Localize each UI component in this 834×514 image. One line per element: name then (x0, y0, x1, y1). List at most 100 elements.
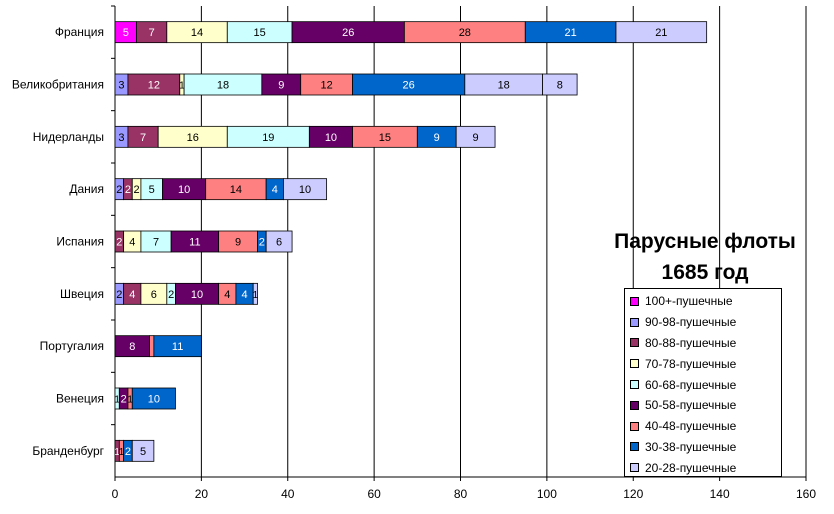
data-label: 5 (123, 27, 129, 39)
legend-item: 100+-пушечные (625, 291, 781, 312)
legend-label: 60-68-пушечные (645, 377, 737, 392)
legend-label: 90-98-пушечные (645, 315, 737, 330)
data-label: 26 (342, 27, 354, 39)
data-label: 7 (140, 132, 146, 144)
legend-label: 20-28-пушечные (645, 460, 737, 475)
chart-title-line-2: 1685 год (661, 261, 749, 284)
legend-label: 100+-пушечные (645, 294, 733, 309)
data-label: 14 (230, 184, 242, 196)
data-label: 14 (191, 27, 203, 39)
x-tick-label: 140 (710, 487, 730, 501)
category-label: Великобритания (12, 78, 104, 92)
data-label: 1 (253, 290, 259, 301)
bar-segment (542, 73, 578, 96)
bar-segment (283, 178, 328, 201)
bar-segment (131, 439, 155, 462)
data-label: 2 (116, 184, 122, 196)
category-label: Нидерланды (33, 130, 104, 144)
data-label: 4 (129, 289, 135, 301)
category-label: Швеция (60, 287, 104, 301)
data-label: 9 (235, 237, 241, 249)
data-label: 4 (272, 184, 278, 196)
data-label: 21 (565, 27, 577, 39)
legend-label: 40-48-пушечные (645, 419, 737, 434)
data-label: 9 (434, 132, 440, 144)
data-label: 4 (242, 289, 248, 301)
data-label: 10 (299, 184, 311, 196)
bar-segment (131, 387, 176, 410)
chart-title: Парусные флоты 1685 год (575, 226, 834, 288)
legend-label: 50-58-пушечные (645, 398, 737, 413)
data-label: 9 (473, 132, 479, 144)
bar-segment (153, 335, 202, 358)
category-label: Испания (56, 235, 104, 249)
data-label: 26 (403, 80, 415, 92)
data-label: 10 (178, 184, 190, 196)
data-label: 2 (125, 184, 131, 196)
data-label: 28 (459, 27, 471, 39)
data-label: 10 (148, 394, 160, 406)
data-label: 16 (187, 132, 199, 144)
bar-segment (149, 335, 155, 358)
x-tick-label: 80 (454, 487, 468, 501)
legend-label: 80-88-пушечные (645, 335, 737, 350)
data-label: 12 (320, 80, 332, 92)
legend-swatch (630, 317, 639, 327)
data-label: 1 (114, 395, 120, 406)
legend-item: 70-78-пушечные (625, 353, 781, 374)
data-label: 15 (379, 132, 391, 144)
data-label: 1 (114, 447, 120, 458)
data-label: 19 (262, 132, 274, 144)
legend-item: 30-38-пушечные (625, 437, 781, 458)
legend-item: 60-68-пушечные (625, 374, 781, 395)
x-tick-label: 40 (281, 487, 295, 501)
legend-swatch (630, 338, 639, 348)
category-label: Дания (69, 182, 104, 196)
data-label: 2 (125, 446, 131, 458)
legend-item: 40-48-пушечные (625, 416, 781, 437)
data-label: 2 (134, 184, 140, 196)
legend-item: 50-58-пушечные (625, 395, 781, 416)
legend-item: 90-98-пушечные (625, 312, 781, 333)
data-label: 5 (149, 184, 155, 196)
data-label: 3 (118, 132, 124, 144)
data-label: 1 (179, 81, 185, 92)
data-label: 4 (129, 237, 135, 249)
legend-swatch (630, 359, 639, 369)
legend-swatch (630, 442, 639, 452)
bar-segment (455, 125, 496, 148)
category-label: Португалия (40, 339, 104, 353)
x-tick-label: 100 (537, 487, 557, 501)
legend-swatch (630, 296, 639, 306)
chart-title-line-1: Парусные флоты (614, 230, 796, 253)
data-label: 9 (278, 80, 284, 92)
data-label: 18 (217, 80, 229, 92)
data-label: 21 (655, 27, 667, 39)
data-label: 3 (118, 80, 124, 92)
data-label: 2 (116, 289, 122, 301)
data-label: 10 (191, 289, 203, 301)
legend-item: 80-88-пушечные (625, 333, 781, 354)
data-label: 10 (325, 132, 337, 144)
data-label: 1 (119, 447, 125, 458)
category-label: Франция (55, 25, 104, 39)
data-label: 11 (172, 341, 183, 353)
data-label: 7 (149, 27, 155, 39)
data-label: 11 (189, 237, 200, 249)
data-label: 2 (121, 394, 127, 406)
data-label: 5 (140, 446, 146, 458)
x-tick-label: 60 (367, 487, 381, 501)
data-label: 15 (254, 27, 266, 39)
legend-label: 30-38-пушечные (645, 439, 737, 454)
data-label: 8 (129, 341, 135, 353)
data-label: 12 (148, 80, 160, 92)
bar-segment (252, 282, 258, 305)
x-tick-label: 120 (623, 487, 643, 501)
data-label: 6 (276, 237, 282, 249)
x-tick-label: 0 (112, 487, 119, 501)
data-label: 18 (498, 80, 510, 92)
legend-label: 70-78-пушечные (645, 356, 737, 371)
chart-legend: 100+-пушечные 90-98-пушечные 80-88-пушечны… (624, 288, 782, 477)
data-label: 4 (224, 289, 230, 301)
